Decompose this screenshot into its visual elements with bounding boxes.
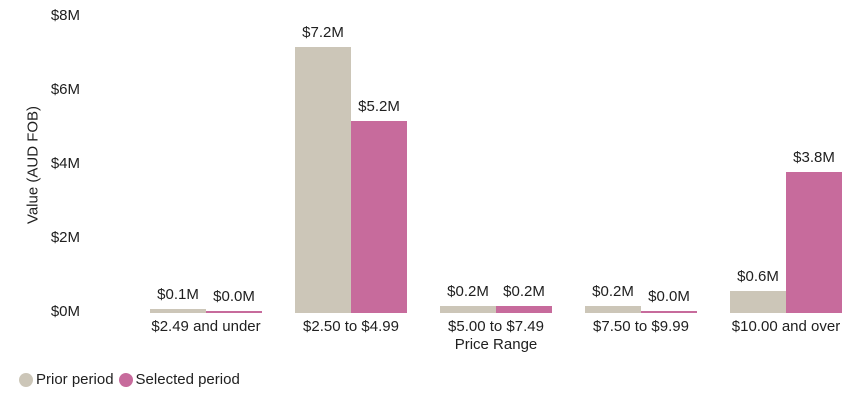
y-tick-label: $6M bbox=[50, 81, 80, 98]
value-label: $0.0M bbox=[648, 288, 690, 305]
bar-prior-period[interactable] bbox=[730, 291, 786, 313]
value-label: $0.2M bbox=[592, 283, 634, 300]
bar-selected-period[interactable] bbox=[351, 121, 407, 313]
value-label: $7.2M bbox=[302, 24, 344, 41]
y-tick-label: $8M bbox=[50, 7, 80, 24]
value-label: $5.2M bbox=[358, 98, 400, 115]
bar-prior-period[interactable] bbox=[295, 47, 351, 313]
value-label: $0.1M bbox=[157, 286, 199, 303]
legend-swatch-circle-icon bbox=[19, 373, 33, 387]
legend-label: Selected period bbox=[135, 371, 240, 388]
value-label: $3.8M bbox=[793, 149, 835, 166]
legend: Prior period Selected period bbox=[19, 371, 240, 389]
bar-prior-period[interactable] bbox=[150, 309, 206, 313]
category-label: $2.50 to $4.99 bbox=[303, 318, 399, 335]
legend-swatch-circle-icon bbox=[118, 373, 133, 387]
category-label: $7.50 to $9.99 bbox=[593, 318, 689, 335]
bar-selected-period[interactable] bbox=[786, 172, 842, 313]
legend-label: Prior period bbox=[36, 371, 114, 388]
value-label: $0.6M bbox=[737, 268, 779, 285]
value-label: $0.0M bbox=[213, 288, 255, 305]
y-tick-label: $4M bbox=[50, 155, 80, 172]
legend-item-prior-period[interactable]: Prior period bbox=[19, 371, 114, 389]
y-tick-label: $0M bbox=[50, 303, 80, 320]
y-tick-label: $2M bbox=[50, 229, 80, 246]
bar-selected-period[interactable] bbox=[496, 306, 552, 313]
value-label: $0.2M bbox=[503, 283, 545, 300]
category-label: $10.00 and over bbox=[731, 318, 841, 335]
bar-prior-period[interactable] bbox=[440, 306, 496, 313]
bar-selected-period[interactable] bbox=[206, 311, 262, 313]
x-axis-title: Price Range bbox=[454, 336, 538, 353]
category-label: $2.49 and under bbox=[151, 318, 261, 335]
bar-selected-period[interactable] bbox=[641, 311, 697, 313]
value-label: $0.2M bbox=[447, 283, 489, 300]
legend-item-selected-period[interactable]: Selected period bbox=[118, 371, 240, 389]
category-label: $5.00 to $7.49 bbox=[448, 318, 544, 335]
bar-prior-period[interactable] bbox=[585, 306, 641, 313]
